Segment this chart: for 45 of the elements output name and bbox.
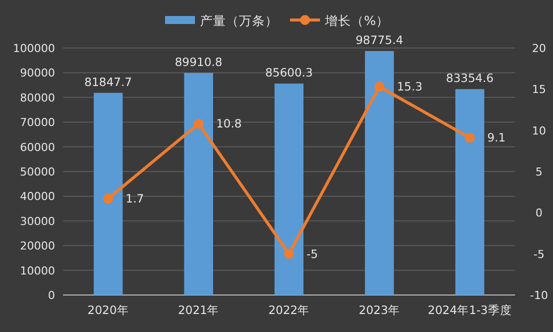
data-label: 98775.4	[356, 33, 404, 48]
point	[464, 132, 475, 143]
bar	[364, 51, 394, 295]
y-tick-label: 70000	[20, 116, 55, 130]
x-tick-label: 2024年1-3季度	[428, 303, 512, 317]
data-label: 85600.3	[265, 66, 313, 80]
legend-label: 增长（%）	[324, 13, 389, 28]
y-tick-label: 90000	[20, 66, 55, 80]
y-tick-label: 50000	[20, 166, 55, 178]
point	[374, 82, 384, 92]
bar	[184, 72, 214, 295]
data-label: 81847.7	[84, 74, 132, 89]
data-label: -5	[306, 246, 318, 261]
y-tick-label: 80000	[20, 91, 55, 104]
x-tick-label: 2023年	[358, 303, 400, 317]
y2-tick-label: 20	[532, 42, 546, 55]
y-tick-label: 20000	[20, 240, 55, 253]
data-label: 1.7	[126, 192, 144, 206]
data-label: 89910.8	[174, 54, 222, 69]
legend-label: 产量（万条）	[200, 13, 278, 28]
y-tick-label: 10000	[20, 264, 55, 278]
bar	[94, 92, 123, 295]
x-tick-label: 2021年	[178, 303, 220, 317]
point	[194, 118, 204, 129]
x-tick-label: 2020年	[88, 303, 129, 317]
x-tick-label: 2022年	[268, 303, 310, 317]
y2-tick-label: 15	[532, 83, 546, 96]
y-tick-label: 30000	[20, 214, 55, 228]
data-label: 9.1	[487, 130, 506, 145]
bar	[455, 89, 484, 295]
y2-tick-label: 0	[536, 206, 542, 220]
y-tick-label: 60000	[20, 140, 55, 154]
point	[284, 248, 294, 259]
y-tick-label: 0	[48, 289, 55, 302]
y2-tick-label: -5	[534, 248, 544, 261]
data-label: 15.3	[396, 80, 422, 94]
data-label: 10.8	[216, 116, 242, 131]
data-label: 83354.6	[446, 71, 494, 86]
y-tick-label: 40000	[20, 190, 55, 204]
y2-tick-label: 10	[532, 124, 546, 138]
point	[103, 194, 114, 204]
y2-tick-label: -10	[530, 289, 548, 302]
y-tick-label: 100000	[13, 42, 55, 55]
y2-tick-label: 5	[536, 166, 542, 178]
bar	[274, 84, 304, 295]
